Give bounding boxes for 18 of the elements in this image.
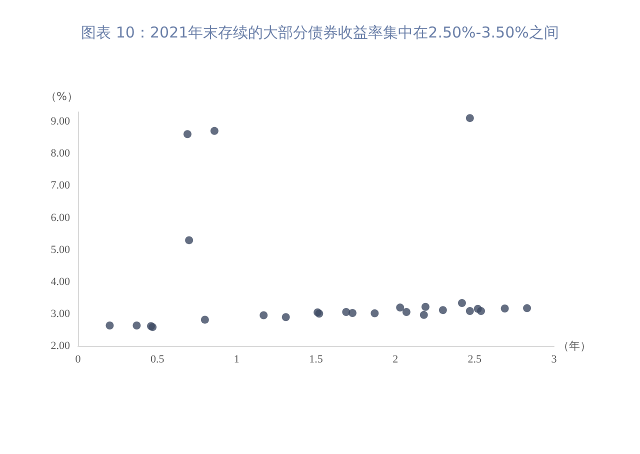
x-tick-label: 2 <box>392 354 398 366</box>
y-tick-label: 8.00 <box>50 148 70 160</box>
x-tick-label: 1.5 <box>309 354 324 366</box>
x-tick-label: 0.5 <box>150 354 165 366</box>
x-tick-label: 0 <box>75 354 82 366</box>
y-tick-label: 4.00 <box>50 276 70 288</box>
y-tick-label: 7.00 <box>50 180 70 192</box>
x-tick-label: 1 <box>234 354 240 366</box>
y-tick-label: 2.00 <box>50 340 70 352</box>
y-tick-label: 3.00 <box>50 308 70 320</box>
x-tick-label: 2.5 <box>468 354 482 366</box>
y-axis-title: （%） <box>46 90 78 103</box>
y-tick-label: 6.00 <box>50 212 70 224</box>
y-tick-label: 9.00 <box>50 116 70 128</box>
chart-title: 图表 10：2021年末存续的大部分债券收益率集中在2.50%-3.50%之间 <box>81 24 559 42</box>
x-axis-title: （年） <box>558 340 591 352</box>
x-tick-label: 3 <box>551 354 558 366</box>
y-tick-label: 5.00 <box>50 244 70 256</box>
